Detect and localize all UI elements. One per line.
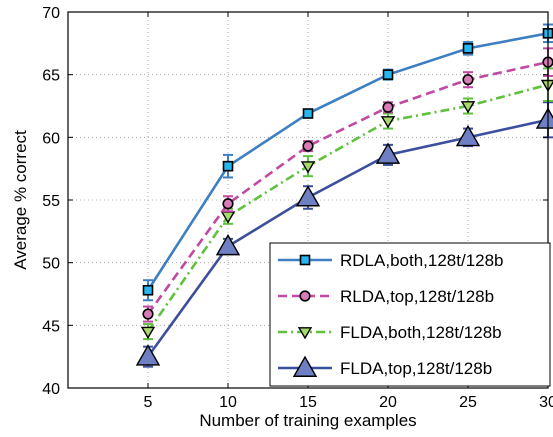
y-tick-label: 55 (42, 193, 60, 210)
data-point (462, 74, 474, 86)
x-tick-label: 30 (539, 394, 553, 411)
legend-entry: FLDA,both,128t/128b (278, 323, 502, 342)
y-tick-label: 60 (42, 130, 60, 147)
x-tick-label: 15 (299, 394, 317, 411)
legend: RDLA,both,128t/128b RLDA,top,128t/128b FLD… (269, 242, 551, 387)
legend-marker (299, 290, 311, 302)
data-point (382, 69, 394, 80)
y-tick-label: 50 (42, 256, 60, 273)
legend-entry: RDLA,both,128t/128b (278, 251, 504, 270)
ticks: 5 10 15 20 25 30 40 45 50 55 60 65 70 (42, 5, 553, 411)
series-line (146, 60, 549, 315)
x-axis-label: Number of training examples (199, 411, 416, 430)
data-point (455, 124, 481, 147)
y-tick-label: 65 (42, 68, 60, 85)
data-point (375, 142, 401, 164)
x-tick-label: 20 (379, 394, 397, 411)
legend-entry: RLDA,top,128t/128b (278, 287, 494, 306)
data-point (462, 43, 474, 54)
series-line (146, 118, 549, 358)
x-tick-label: 25 (459, 394, 477, 411)
data-point (215, 233, 241, 256)
legend-box (269, 242, 551, 387)
y-tick-label: 45 (42, 318, 60, 335)
data-point (382, 101, 394, 113)
series-RDLA,both,128t/128b (142, 23, 553, 302)
legend-label: FLDA,both,128t/128b (340, 323, 502, 342)
legend-label: RLDA,top,128t/128b (340, 287, 494, 306)
data-point (380, 116, 396, 129)
data-point (140, 326, 156, 339)
y-axis-label: Average % correct (11, 130, 30, 270)
data-point (460, 101, 476, 114)
legend-marker (292, 355, 318, 377)
series-layer (135, 23, 553, 368)
data-point (142, 308, 154, 320)
legend-marker (297, 327, 313, 340)
data-point (222, 160, 234, 172)
legend-label: RDLA,both,128t/128b (340, 251, 504, 270)
legend-entry: FLDA,top,128t/128b (278, 355, 492, 378)
legend-label: FLDA,top,128t/128b (340, 359, 492, 378)
data-point (302, 140, 314, 152)
y-tick-label: 70 (42, 5, 60, 22)
data-point (135, 344, 161, 366)
data-point (222, 198, 234, 210)
data-point (302, 108, 314, 119)
data-point (300, 161, 316, 174)
x-tick-label: 5 (144, 394, 153, 411)
series-RLDA,top,128t/128b (142, 47, 553, 323)
y-tick-label: 40 (42, 381, 60, 398)
data-point (142, 284, 154, 296)
series-line (146, 83, 549, 333)
data-point (295, 185, 321, 207)
x-tick-label: 10 (219, 394, 237, 411)
legend-marker (299, 254, 311, 266)
series-line (146, 32, 549, 291)
